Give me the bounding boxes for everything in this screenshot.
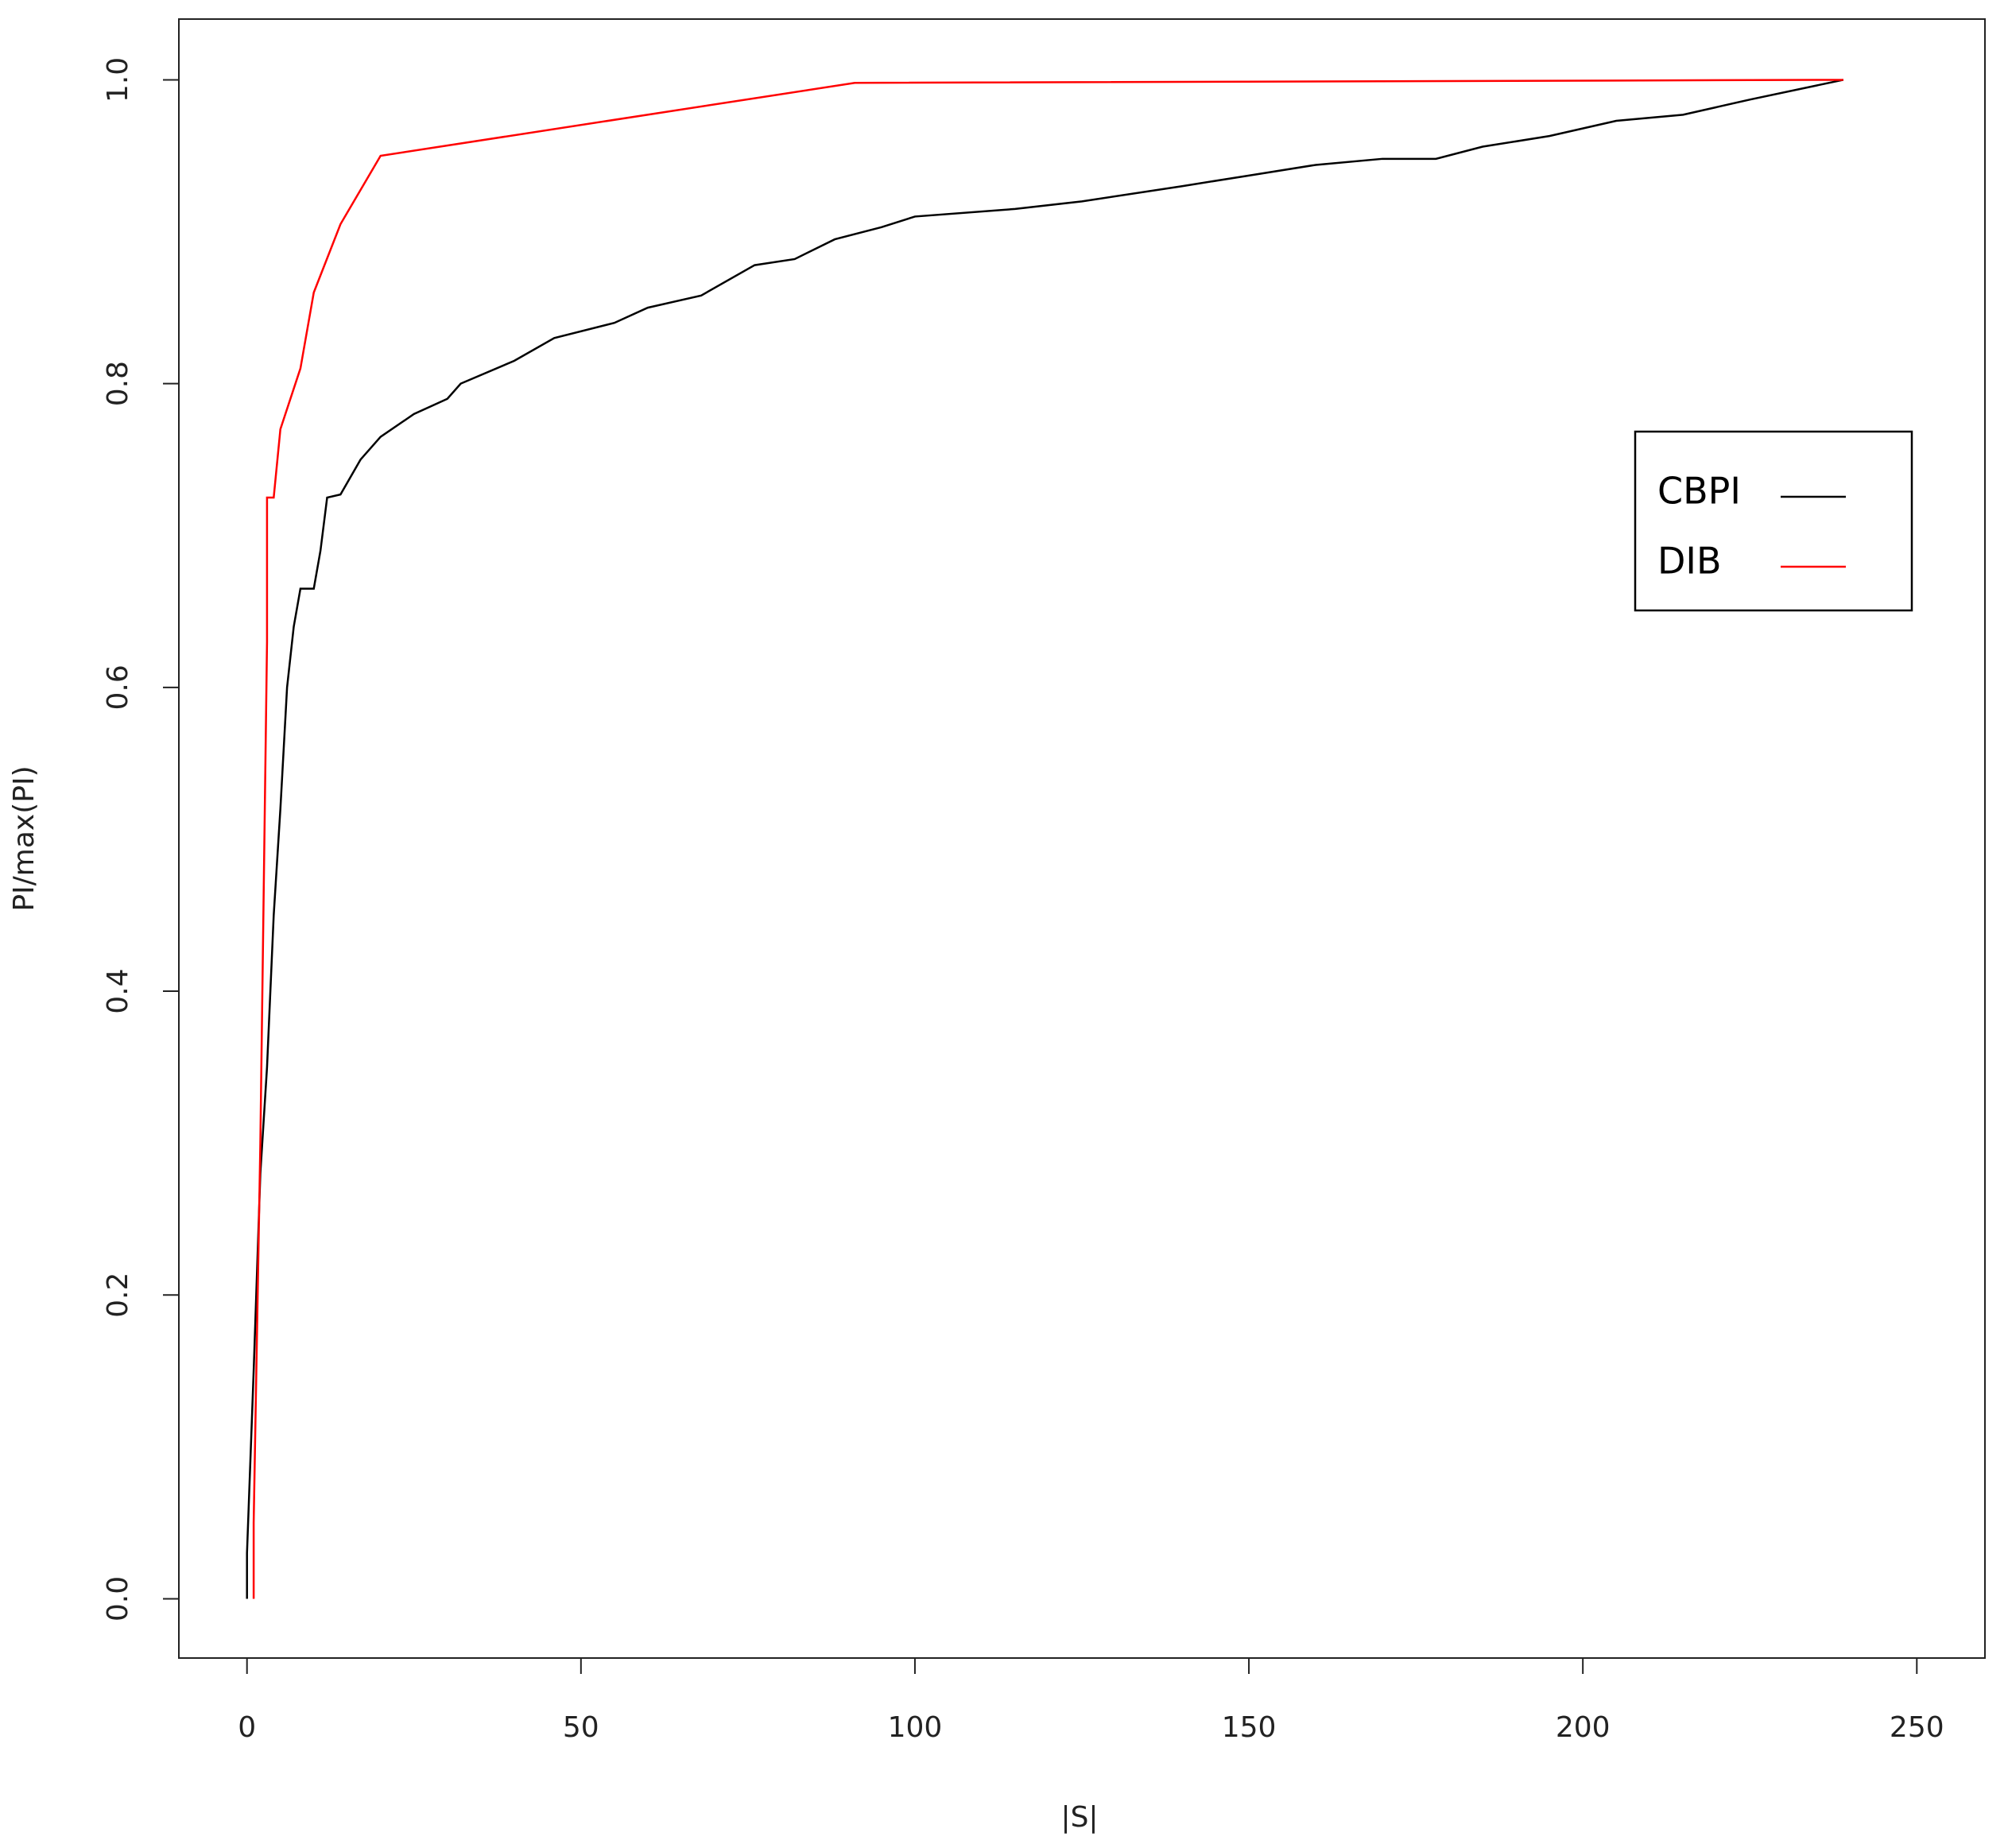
legend-label: DIB: [1657, 540, 1722, 583]
x-tick-label: 0: [238, 1711, 256, 1744]
y-tick-label: 0.4: [102, 968, 134, 1013]
legend-label: CBPI: [1657, 470, 1741, 513]
y-tick-label: 0.2: [102, 1273, 134, 1318]
x-tick-label: 150: [1222, 1711, 1277, 1744]
x-tick-label: 200: [1556, 1711, 1611, 1744]
x-tick-label: 50: [563, 1711, 599, 1744]
y-tick-label: 1.0: [102, 57, 134, 103]
y-tick-label: 0.0: [102, 1576, 134, 1621]
y-tick-label: 0.8: [102, 361, 134, 406]
x-tick-label: 250: [1890, 1711, 1944, 1744]
plot-frame: [178, 18, 1986, 1659]
x-tick-label: 100: [888, 1711, 943, 1744]
y-axis-label: PI/max(PI): [8, 765, 41, 911]
legend-box: [1634, 430, 1913, 612]
y-tick-label: 0.6: [102, 664, 134, 710]
line-series: [246, 79, 1844, 1599]
x-axis-label: |S|: [1060, 1801, 1098, 1834]
line-series: [252, 79, 1843, 1599]
